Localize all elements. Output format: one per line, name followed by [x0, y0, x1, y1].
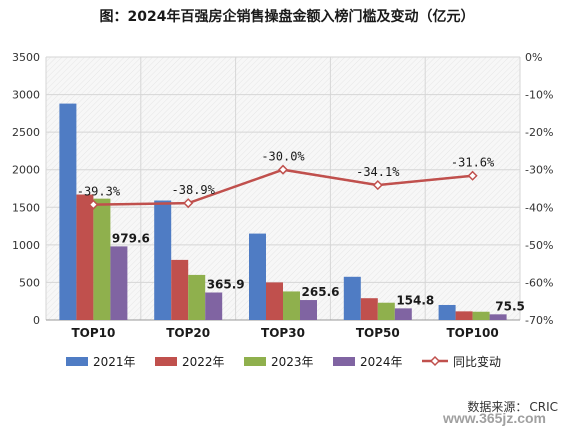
y-right-tick-label: -40% [525, 201, 553, 214]
line-marker [372, 180, 383, 191]
y-right-tick-label: -70% [525, 314, 553, 327]
x-tick-label: TOP10 [71, 326, 115, 340]
x-tick-label: TOP30 [261, 326, 305, 340]
y-right-tick-label: -50% [525, 239, 553, 252]
bar [394, 308, 412, 320]
y-right-tick-label: -60% [525, 276, 553, 289]
source-label: 数据来源： [467, 400, 528, 414]
y-left-tick-label: 0 [33, 314, 40, 327]
line-data-label: -38.9% [172, 183, 216, 197]
x-tick-label: TOP100 [446, 326, 498, 340]
line-marker [88, 199, 99, 210]
line-marker [183, 198, 194, 209]
y-left-tick-label: 3500 [12, 51, 40, 64]
line-data-label: -30.0% [261, 150, 305, 164]
legend-swatch [244, 357, 266, 366]
x-tick-label: TOP50 [356, 326, 400, 340]
bar [76, 194, 94, 320]
y-right-tick-label: 0% [525, 51, 542, 64]
legend-swatch [333, 357, 355, 366]
bar [171, 259, 189, 320]
bar [472, 311, 490, 320]
bar [455, 311, 473, 320]
bar [377, 302, 395, 320]
y-left-tick-label: 2000 [12, 164, 40, 177]
y-left-tick-label: 1000 [12, 239, 40, 252]
bar-data-label: 154.8 [396, 293, 434, 307]
legend-label: 2022年 [182, 355, 225, 369]
y-right-tick-label: -20% [525, 126, 553, 139]
x-tick-label: TOP20 [166, 326, 210, 340]
line-data-label: -31.6% [451, 156, 495, 170]
y-left-tick-label: 2500 [12, 126, 40, 139]
y-left-tick-label: 3000 [12, 89, 40, 102]
legend-swatch [155, 357, 177, 366]
watermark: www.365jz.com [443, 410, 546, 426]
bar [300, 300, 317, 320]
bar [489, 314, 507, 320]
bar-data-label: 75.5 [495, 299, 525, 313]
bar [59, 103, 77, 321]
legend-marker [429, 355, 441, 367]
bar-data-label: 979.6 [112, 231, 150, 245]
bar [93, 198, 111, 320]
legend-label: 2023年 [271, 355, 314, 369]
legend-swatch [66, 357, 88, 366]
source-note: 数据来源： CRIC [465, 398, 558, 415]
bar [283, 291, 300, 320]
legend-label: 2021年 [93, 355, 136, 369]
bar [360, 298, 378, 320]
y-right-tick-label: -10% [525, 89, 553, 102]
bar [110, 246, 128, 320]
bar [266, 282, 283, 320]
line-data-label: -34.1% [356, 165, 400, 179]
line-marker [277, 164, 289, 175]
source-value: CRIC [529, 400, 558, 414]
bar [188, 274, 206, 320]
bar [438, 304, 456, 320]
line-marker [467, 170, 478, 181]
bar [343, 276, 361, 320]
legend-label: 2024年 [360, 355, 403, 369]
bar [249, 233, 266, 320]
chart-title: 图：2024年百强房企销售操盘金额入榜门槛及变动（亿元） [99, 9, 475, 25]
bar-data-label: 265.6 [302, 285, 340, 299]
y-left-tick-label: 500 [19, 276, 40, 289]
y-right-tick-label: -30% [525, 164, 553, 177]
legend-label: 同比变动 [453, 354, 501, 369]
bar [154, 200, 172, 320]
line-data-label: -39.3% [77, 185, 121, 199]
bar-data-label: 365.9 [207, 278, 245, 292]
y-left-tick-label: 1500 [12, 201, 40, 214]
bar [205, 292, 223, 320]
